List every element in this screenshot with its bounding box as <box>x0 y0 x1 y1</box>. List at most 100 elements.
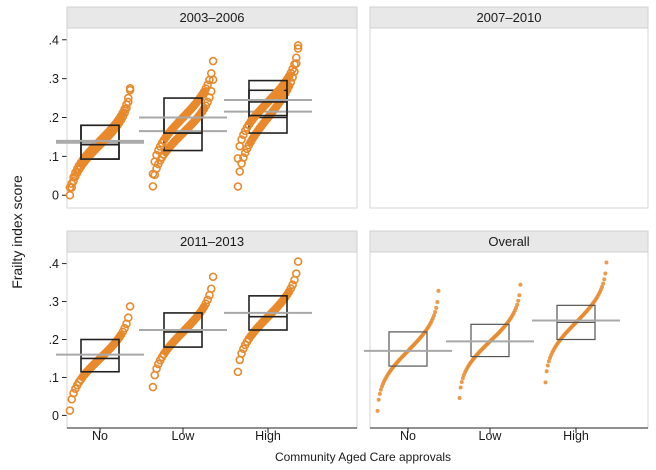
data-point <box>433 310 438 315</box>
panel-3: 2011–2013 <box>56 230 358 429</box>
data-point <box>601 281 606 286</box>
data-point <box>603 271 608 276</box>
group-high <box>224 257 312 377</box>
group-low <box>446 282 534 401</box>
data-point <box>125 302 135 311</box>
x-tick-label: Low <box>172 429 196 443</box>
group-no <box>56 302 144 415</box>
data-point <box>459 380 464 385</box>
data-point <box>123 97 133 107</box>
data-point <box>152 364 161 373</box>
iqr-box <box>80 124 120 160</box>
data-point <box>148 382 158 392</box>
data-point <box>237 135 246 144</box>
data-point <box>208 56 218 66</box>
data-point <box>518 282 523 287</box>
data-point <box>123 93 133 103</box>
data-point <box>517 293 522 298</box>
data-point <box>208 272 218 282</box>
data-point <box>432 313 437 318</box>
y-axis-title: Frailty index score <box>9 175 25 289</box>
group-high <box>224 41 312 163</box>
data-point <box>602 277 607 282</box>
data-point <box>377 391 382 396</box>
data-point <box>458 385 463 390</box>
data-point <box>291 269 301 278</box>
data-point <box>544 369 549 374</box>
panel-title: 2003–2006 <box>179 10 244 25</box>
data-point <box>293 44 303 53</box>
data-point <box>288 280 297 290</box>
data-point <box>69 388 78 398</box>
panel-frame <box>369 6 649 209</box>
data-point <box>543 380 548 385</box>
data-point <box>233 154 243 163</box>
data-point <box>69 176 78 186</box>
data-point <box>65 406 75 415</box>
data-point <box>237 349 246 358</box>
data-point <box>375 408 380 413</box>
data-point <box>604 260 609 265</box>
group-high <box>532 260 620 385</box>
y-tick-label: .2 <box>49 111 59 125</box>
iqr-box <box>388 331 428 367</box>
data-point <box>152 150 161 160</box>
data-point <box>460 376 465 381</box>
y-tick-label: .4 <box>49 33 59 47</box>
y-tick-label: .4 <box>49 257 59 271</box>
data-point <box>120 323 129 333</box>
iqr-box <box>163 97 203 134</box>
panel-4: Overall <box>364 230 649 429</box>
data-point <box>436 288 441 293</box>
panel-2: 2007–2010 <box>56 6 649 209</box>
y-tick-label: 0 <box>52 189 59 203</box>
data-point <box>516 298 521 303</box>
group-no <box>56 85 144 200</box>
data-point <box>235 167 245 176</box>
y-tick-label: .1 <box>49 371 59 385</box>
data-point <box>125 85 135 95</box>
data-point <box>435 300 440 305</box>
x-tick-label: High <box>255 429 281 443</box>
x-tick-label: No <box>400 429 416 443</box>
panels-group: 0 .1 .2 .3 .4 0 .1 .2 .3 .4 2003–2006 2007–2010 2011… <box>49 6 649 443</box>
data-point <box>123 313 133 323</box>
data-point <box>457 396 462 401</box>
panel-title: 2007–2010 <box>476 10 541 25</box>
data-point <box>600 284 605 289</box>
group-no <box>364 288 452 413</box>
x-axis-title: Community Aged Care approvals <box>275 450 451 464</box>
data-point <box>291 53 301 63</box>
data-point <box>148 182 158 191</box>
data-point <box>203 295 212 305</box>
data-point <box>376 397 381 402</box>
x-tick-label: High <box>563 429 589 443</box>
group-low <box>139 56 227 179</box>
group-low <box>139 75 227 191</box>
panel-1: 2003–2006 <box>56 6 358 209</box>
data-point <box>120 108 129 118</box>
data-point <box>233 182 243 191</box>
group-low <box>139 272 227 392</box>
data-point <box>65 190 75 200</box>
data-point <box>203 97 212 107</box>
panel-strip <box>369 6 649 29</box>
data-point <box>545 363 550 368</box>
data-point <box>240 148 250 158</box>
x-tick-label: Low <box>479 429 503 443</box>
data-point <box>206 284 216 294</box>
panel-strip <box>66 6 358 29</box>
data-point <box>434 305 439 310</box>
data-point <box>378 387 383 392</box>
data-point <box>239 153 248 162</box>
data-point <box>233 367 243 377</box>
data-point <box>546 359 551 364</box>
y-tick-label: 0 <box>52 409 59 423</box>
data-point <box>515 302 520 307</box>
data-point <box>148 169 158 179</box>
panel-frame <box>66 6 358 209</box>
panel-strip <box>369 230 649 253</box>
data-point <box>293 41 303 50</box>
panel-strip <box>66 230 358 253</box>
